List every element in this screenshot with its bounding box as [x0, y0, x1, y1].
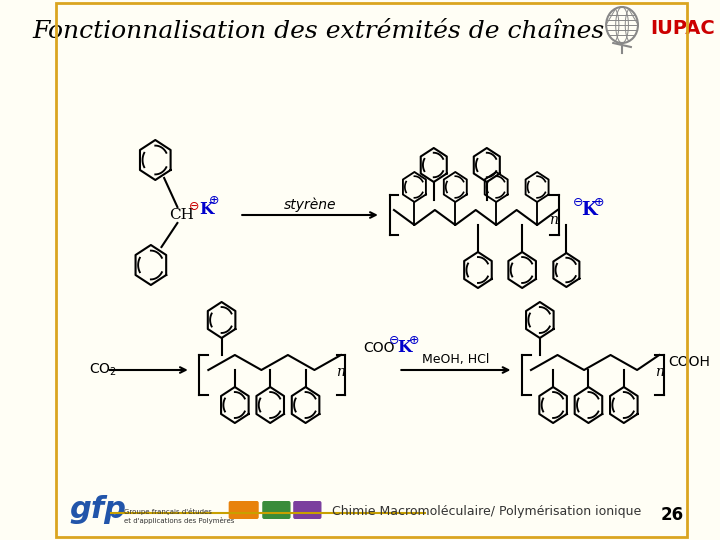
- Text: gfp: gfp: [70, 496, 127, 524]
- FancyBboxPatch shape: [262, 501, 291, 519]
- Text: ⊖: ⊖: [189, 199, 199, 213]
- Text: ⊖: ⊖: [572, 197, 583, 210]
- Text: K: K: [397, 340, 412, 356]
- Text: CO$_2$: CO$_2$: [89, 362, 117, 378]
- Text: styrène: styrène: [284, 198, 336, 212]
- Text: MeOH, HCl: MeOH, HCl: [422, 354, 490, 367]
- Text: COO: COO: [363, 341, 395, 355]
- Text: COOH: COOH: [668, 355, 710, 369]
- Text: Groupe français d'études
et d'applications des Polymères: Groupe français d'études et d'applicatio…: [125, 508, 235, 524]
- Text: 26: 26: [661, 506, 684, 524]
- FancyBboxPatch shape: [293, 501, 322, 519]
- Text: K: K: [199, 200, 214, 218]
- Text: n: n: [336, 365, 346, 379]
- Text: ⊕: ⊕: [409, 334, 420, 348]
- FancyBboxPatch shape: [229, 501, 258, 519]
- Text: n: n: [549, 213, 557, 227]
- Text: IUPAC: IUPAC: [650, 18, 715, 37]
- Text: ⊕: ⊕: [594, 195, 604, 208]
- Text: ⊖: ⊖: [389, 334, 399, 348]
- Text: CH: CH: [169, 208, 194, 222]
- Text: Fonctionnalisation des extrémités de chaînes: Fonctionnalisation des extrémités de cha…: [32, 21, 605, 44]
- Text: Chimie Macromoléculaire/ Polymérisation ionique: Chimie Macromoléculaire/ Polymérisation …: [332, 505, 642, 518]
- Text: K: K: [582, 201, 597, 219]
- Text: n: n: [654, 365, 664, 379]
- Text: ⊕: ⊕: [210, 194, 220, 207]
